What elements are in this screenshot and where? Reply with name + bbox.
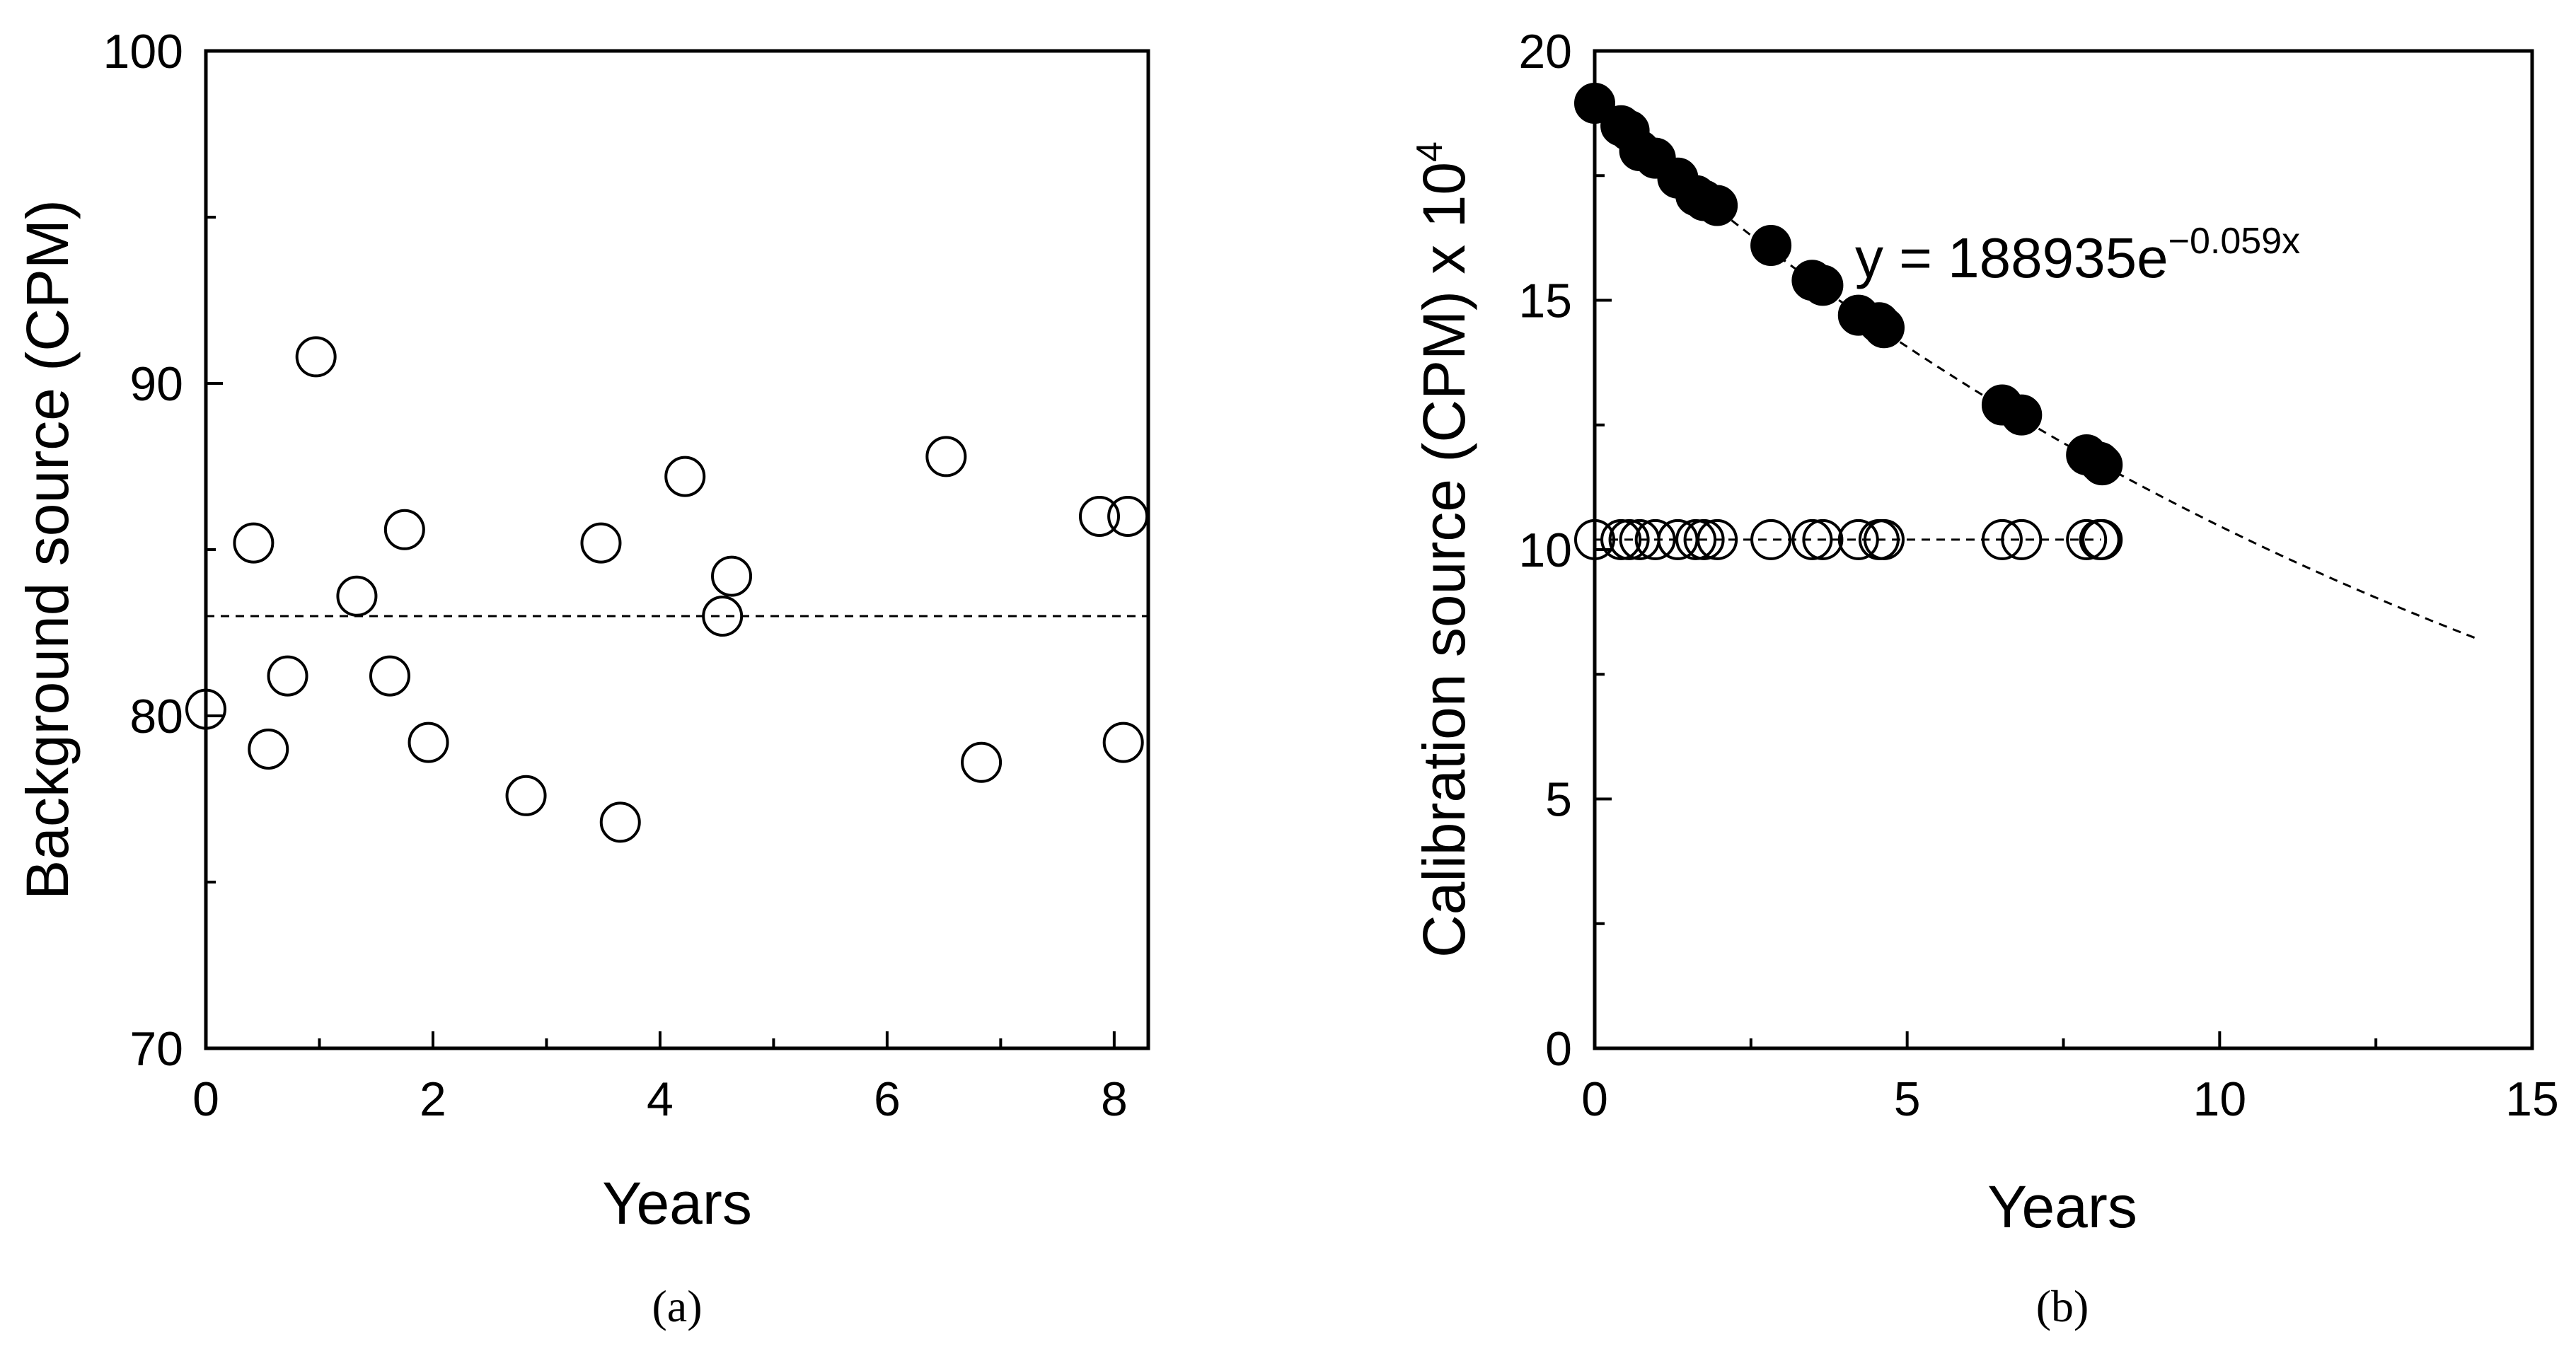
panel-b-fit-equation: y = 188935e−0.059x: [1855, 221, 2300, 289]
panel-b-filled-point: [1697, 185, 1738, 226]
panel-a-open-point: [1102, 722, 1144, 763]
panel-a-x-axis-title: Years: [602, 1170, 752, 1236]
panel-b-filled-point: [1574, 83, 1615, 124]
panel-b-open-point: [1697, 518, 1738, 560]
panel-a-background-chart: 0 2 4 6 8 70 80 90 100 Years Background source (…: [14, 25, 1150, 1331]
panel-a-open-point: [961, 741, 1003, 783]
panel-a-open-point: [267, 655, 308, 697]
panel-b-x-axis-title: Years: [1987, 1174, 2137, 1240]
panel-b-open-point: [1802, 518, 1844, 560]
panel-a-label: (a): [652, 1281, 702, 1331]
panel-b-open-point: [1683, 518, 1725, 560]
panel-a-x-tick-label: 6: [874, 1072, 901, 1126]
panel-a-y-tick-label: 70: [129, 1022, 183, 1076]
panel-a-open-point: [580, 522, 622, 564]
panel-a-x-tick-label: 0: [192, 1072, 219, 1126]
panel-a-y-tick-label: 90: [129, 357, 183, 411]
panel-a-open-point: [408, 722, 449, 763]
panel-b-label: (b): [2036, 1281, 2089, 1331]
panel-b-filled-point: [1750, 224, 1792, 266]
panel-b-y-axis-title-superscript: 4: [1409, 141, 1450, 162]
panel-b-filled-point: [2001, 394, 2043, 436]
panel-a-open-point: [1078, 496, 1120, 537]
panel-b-open-point: [1863, 518, 1905, 560]
panel-a-open-point: [599, 801, 641, 843]
panel-b-fit-curve: [1594, 105, 2477, 639]
panel-a-open-point: [336, 575, 378, 617]
panel-a-open-point: [233, 522, 275, 564]
panel-b-x-tick-label: 15: [2505, 1072, 2559, 1126]
panel-b-filled-point: [1863, 307, 1905, 349]
panel-a-open-point: [185, 688, 226, 730]
panel-a-open-point: [295, 336, 337, 378]
panel-b-y-tick-label: 10: [1518, 523, 1572, 577]
panel-b-open-point: [1675, 518, 1717, 560]
panel-b-y-tick-label: 15: [1518, 274, 1572, 328]
panel-b-open-point: [2066, 518, 2108, 560]
panel-b-open-point: [1837, 518, 1879, 560]
panel-b-y-tick-label: 20: [1518, 25, 1572, 79]
panel-a-open-point: [369, 655, 410, 697]
panel-a-y-tick-label: 100: [103, 25, 183, 79]
panel-a-y-axis-title: Background source (CPM): [14, 199, 81, 900]
panel-b-data-points: [1574, 83, 2123, 560]
panel-a-open-point: [248, 729, 289, 770]
panel-b-open-point: [2001, 518, 2043, 560]
panel-a-open-point: [505, 775, 547, 816]
panel-a-open-point: [383, 509, 425, 550]
panel-a-open-point: [925, 436, 967, 477]
panel-a-ticks: 0 2 4 6 8 70 80 90 100: [103, 25, 1128, 1126]
panel-b-fit-equation-exponent: −0.059x: [2168, 221, 2301, 262]
panel-b-fit-equation-main: y = 188935e: [1855, 226, 2168, 289]
panel-a-data-points: [185, 336, 1149, 843]
panel-b-open-point: [1791, 518, 1833, 560]
panel-b-filled-point: [2081, 444, 2123, 486]
panel-a-open-point: [702, 596, 744, 637]
panel-b-open-point: [1600, 518, 1642, 560]
panel-a-open-point: [1107, 496, 1149, 537]
panel-b-open-point: [2081, 518, 2123, 560]
panel-a-x-tick-label: 4: [647, 1072, 674, 1126]
panel-a-open-point: [664, 456, 706, 497]
panel-b-open-point: [1981, 518, 2023, 560]
panel-b-y-tick-label: 0: [1545, 1022, 1572, 1076]
panel-b-filled-point: [1802, 265, 1844, 306]
panel-b-fit-curve-path: [1594, 105, 2477, 639]
panel-b-calibration-chart: 0 5 10 15 0 5 10 15 20 Years Calibration source …: [1409, 25, 2559, 1331]
panel-a-plot-frame: [204, 49, 1150, 1050]
panel-b-y-tick-label: 5: [1545, 773, 1572, 827]
panel-b-y-axis-title: Calibration source (CPM) x 104: [1409, 141, 1477, 958]
panel-b-x-tick-label: 0: [1581, 1072, 1608, 1126]
panel-a-x-tick-label: 2: [420, 1072, 446, 1126]
panel-b-open-point: [1574, 518, 1615, 560]
panel-b-open-point: [1750, 518, 1792, 560]
panel-b-x-tick-label: 10: [2193, 1072, 2247, 1126]
panel-b-y-axis-title-main: Calibration source (CPM) x 10: [1411, 162, 1477, 958]
panel-a-open-point: [711, 555, 753, 597]
panel-b-open-point: [1634, 518, 1676, 560]
panel-b-open-point: [1608, 518, 1650, 560]
panel-b-ticks: 0 5 10 15 0 5 10 15 20: [1518, 25, 2558, 1126]
panel-a-x-tick-label: 8: [1101, 1072, 1128, 1126]
panel-b-x-tick-label: 5: [1894, 1072, 1921, 1126]
panel-a-y-tick-label: 80: [129, 690, 183, 743]
